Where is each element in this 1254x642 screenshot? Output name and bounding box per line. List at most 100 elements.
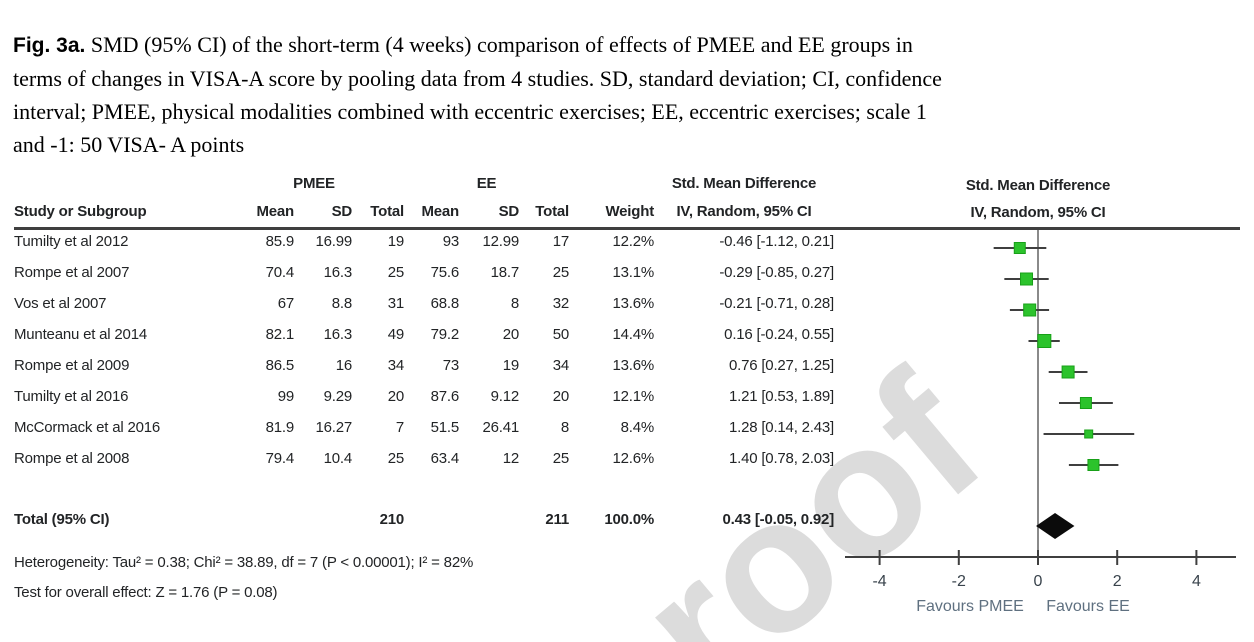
tick-label: 4 [1192,573,1201,590]
ee-sd: 19 [502,357,519,374]
pmee-total: 7 [395,419,404,436]
pmee-total: 49 [387,326,404,343]
ee-mean: 63.4 [430,450,460,467]
pmee-sd: 10.4 [323,450,353,467]
study-name: Rompe et al 2008 [14,450,130,467]
ee-sd: 20 [502,326,519,343]
ee-sd: 18.7 [490,264,520,281]
ee-total: 34 [552,357,569,374]
figure-label: Fig. 3a. [13,34,86,57]
ee-total: 32 [552,295,569,312]
pmee-mean: 67 [277,295,294,312]
caption-line-4: and -1: 50 VISA- A points [13,132,245,157]
pmee-mean: 85.9 [265,233,295,250]
pmee-mean: 99 [277,388,294,405]
pmee-total: 34 [387,357,404,374]
ee-total: 17 [552,233,569,250]
table-row: Tumilty et al 2016 99 9.29 20 87.6 9.12 20 12.1… [14,381,834,412]
table-row: Rompe et al 2009 86.5 16 34 73 19 34 13.6% 0.76 … [14,350,834,381]
ee-sd: 8 [510,295,519,312]
pmee-mean: 81.9 [265,419,295,436]
study-name: Munteanu et al 2014 [14,326,147,343]
tick-label: 2 [1113,573,1122,590]
pmee-sd: 8.8 [331,295,352,312]
weight: 13.6% [612,357,654,374]
pmee-mean: 82.1 [265,326,295,343]
ee-total: 8 [560,419,569,436]
ee-total: 25 [552,264,569,281]
smd-ci: -0.29 [-0.85, 0.27] [719,264,834,281]
study-name: McCormack et al 2016 [14,419,161,436]
smd-ci: -0.21 [-0.71, 0.28] [719,295,834,312]
pmee-sd: 16.3 [323,326,353,343]
favours-right-label: Favours EE [1046,598,1130,615]
favours-left-label: Favours PMEE [916,598,1024,615]
group-header-row: PMEE EE Std. Mean Difference [14,170,834,197]
smd-ci: 0.76 [0.27, 1.25] [728,357,834,374]
total-label: Total (95% CI) [14,511,110,528]
pmee-sd: 9.29 [323,388,353,405]
col-header-iv-text: IV, Random, 95% CI [676,203,812,220]
smd-ci: -0.46 [-1.12, 0.21] [719,233,834,250]
ee-mean: 87.6 [430,388,460,405]
table-row: Vos et al 2007 67 8.8 31 68.8 8 32 13.6% -0.21 [… [14,288,834,319]
header-separator-line [14,227,1240,230]
effect-marker [1061,365,1075,379]
caption-line-3: interval; PMEE, physical modalities comb… [13,99,927,124]
col-header-ee-sd: SD [498,203,520,220]
study-name: Tumilty et al 2012 [14,233,129,250]
ee-mean: 75.6 [430,264,460,281]
study-name: Rompe et al 2007 [14,264,130,281]
tick-label: -2 [952,573,966,590]
ee-mean: 73 [442,357,459,374]
total-pmee-total: 210 [379,511,405,528]
effect-marker [1023,303,1037,317]
effect-marker [1087,459,1100,471]
weight: 13.1% [612,264,654,281]
plot-header-smd: Std. Mean Difference [965,177,1111,194]
effect-marker [1079,397,1092,409]
tick-label: 0 [1034,573,1043,590]
group-header-pmee: PMEE [293,175,335,192]
pmee-sd: 16 [335,357,352,374]
ee-sd: 26.41 [482,419,519,436]
weight: 8.4% [620,419,655,436]
weight: 14.4% [612,326,654,343]
effect-marker [1013,242,1026,254]
pmee-mean: 86.5 [265,357,295,374]
ee-mean: 79.2 [430,326,460,343]
col-header-weight: Weight [605,203,654,220]
col-header-ee-total: Total [535,203,569,220]
effect-marker [1037,334,1052,348]
pmee-total: 20 [387,388,404,405]
figure-caption: Fig. 3a. SMD (95% CI) of the short-term … [13,28,1163,161]
table-row: McCormack et al 2016 81.9 16.27 7 51.5 26.41 8… [14,412,834,443]
group-header-ee: EE [476,175,497,192]
smd-ci: 1.40 [0.78, 2.03] [728,450,834,467]
ee-sd: 12.99 [482,233,519,250]
caption-line-2: terms of changes in VISA-A score by pool… [13,66,942,91]
group-header-smd-text: Std. Mean Difference [671,175,817,192]
column-header-row: Study or Subgroup Mean SD Total Mean SD … [14,197,834,226]
study-rows: Tumilty et al 2012 85.9 16.99 19 93 12.99 17 12… [14,226,834,474]
table-row: Rompe et al 2007 70.4 16.3 25 75.6 18.7 25 13.1… [14,257,834,288]
col-header-pmee-total: Total [370,203,404,220]
ee-sd: 12 [502,450,519,467]
table-row: Munteanu et al 2014 82.1 16.3 49 79.2 20 50 14.… [14,319,834,350]
total-smd-ci: 0.43 [-0.05, 0.92] [722,511,835,528]
pmee-sd: 16.27 [315,419,352,436]
pmee-mean: 70.4 [265,264,295,281]
pmee-total: 31 [387,295,404,312]
effect-marker [1084,429,1094,439]
caption-line-1: SMD (95% CI) of the short-term (4 weeks)… [90,32,913,57]
pmee-total: 19 [387,233,404,250]
heterogeneity-line: Heterogeneity: Tau² = 0.38; Chi² = 38.89… [14,554,474,571]
table-row: Rompe et al 2008 79.4 10.4 25 63.4 12 25 12.6% 1… [14,443,834,474]
pmee-mean: 79.4 [265,450,295,467]
col-header-ee-mean: Mean [421,203,459,220]
pmee-total: 25 [387,450,404,467]
study-name: Rompe et al 2009 [14,357,130,374]
col-header-pmee-mean: Mean [256,203,294,220]
ee-sd: 9.12 [490,388,520,405]
